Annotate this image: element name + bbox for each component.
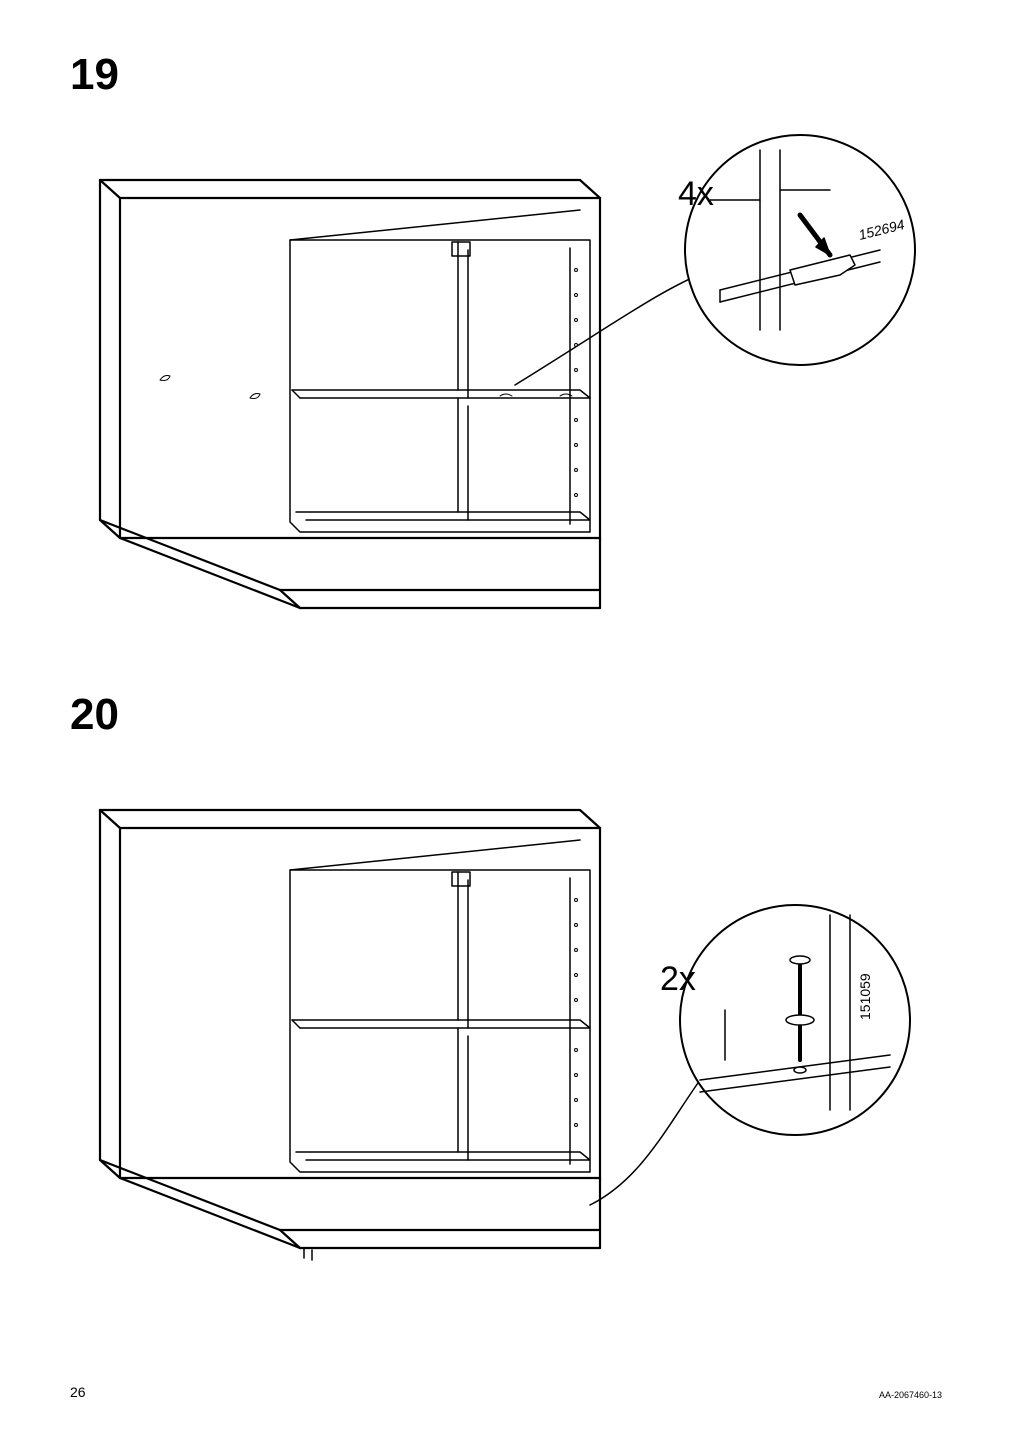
- document-id: AA-2067460-13: [879, 1390, 942, 1400]
- step-20-diagram: 2x 151059: [60, 760, 960, 1320]
- assembly-instruction-page: 19 20 26 AA-2067460-13: [0, 0, 1012, 1432]
- step-19-number: 19: [70, 50, 119, 100]
- step-20-callout: 2x 151059: [660, 905, 910, 1135]
- step-19-qty: 4x: [678, 175, 714, 213]
- step-20-part-label: 151059: [857, 973, 873, 1020]
- step-20-qty: 2x: [660, 960, 696, 998]
- step-19-diagram: 4x 152694: [60, 120, 960, 640]
- step-19-callout: 4x 152694: [678, 135, 915, 365]
- page-number: 26: [70, 1384, 86, 1400]
- step-20-number: 20: [70, 690, 119, 740]
